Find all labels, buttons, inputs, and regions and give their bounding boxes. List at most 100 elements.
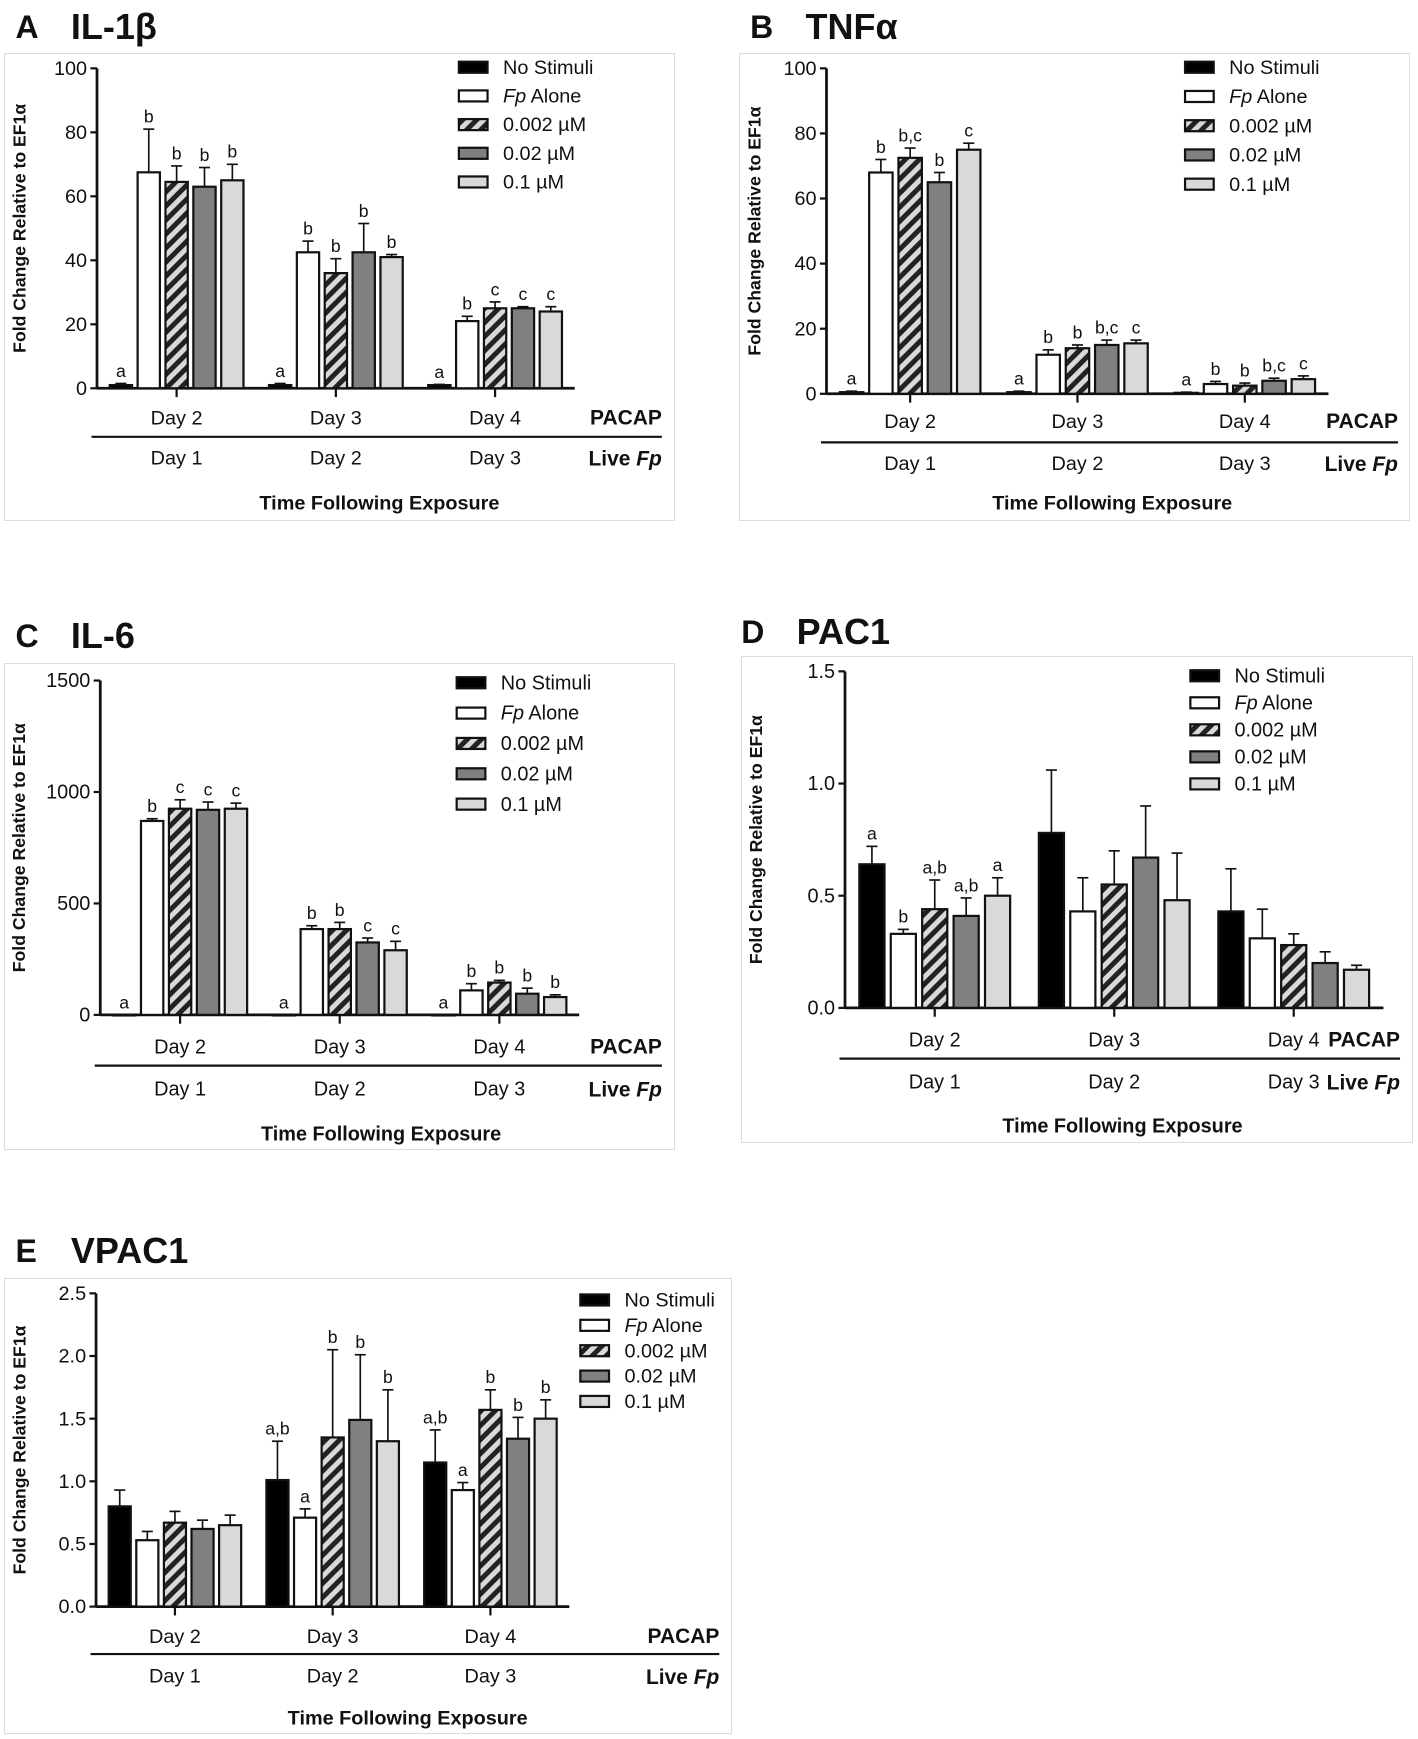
chart-C: 0 500 1000 1500 Fold Change Relative to EF1α… [4, 662, 675, 1151]
bar-pacap-002 [1261, 379, 1287, 396]
bar-pacap-0002 [324, 272, 349, 390]
y-tick-label: 0.0 [808, 997, 836, 1019]
y-tick-label: 1.0 [808, 773, 836, 795]
bar-no-stimuli [427, 384, 453, 390]
significance-label: b [144, 107, 154, 127]
significance-label: a [1014, 369, 1024, 389]
bar-fp-alone [293, 1516, 318, 1608]
legend-label: 0.02 µM [625, 1365, 697, 1387]
bar-pacap-002 [1093, 344, 1120, 396]
bar-pacap-002 [1311, 961, 1340, 1009]
legend-label: 0.02 µM [1229, 145, 1301, 167]
significance-label: a [279, 992, 289, 1012]
significance-label: b [304, 219, 314, 239]
bar-fp-alone [889, 932, 918, 1009]
bar-fp-alone [1069, 910, 1097, 1009]
bar-pacap-002 [506, 1437, 531, 1608]
chart-title: IL-1β [70, 5, 157, 47]
legend-swatch-pacap-002 [458, 146, 490, 161]
live-fp-row-label: Live Fp [646, 1665, 720, 1688]
significance-label: b [523, 965, 533, 985]
significance-label: c [491, 279, 500, 299]
significance-label: b [495, 957, 505, 977]
y-tick-label: 1.5 [59, 1408, 87, 1430]
legend-swatch-pacap-0002 [1183, 119, 1215, 133]
pacap-day-label: Day 3 [1089, 1029, 1141, 1051]
significance-label: b [551, 972, 561, 992]
pacap-day-label: Day 4 [1268, 1029, 1320, 1051]
significance-label: b [467, 961, 477, 981]
y-tick-label: 1000 [47, 781, 91, 803]
significance-label: a [301, 1486, 311, 1506]
y-tick-label: 20 [795, 318, 817, 340]
bar-no-stimuli [1006, 391, 1032, 396]
significance-label: a [1181, 370, 1191, 390]
significance-label: a [458, 1459, 468, 1479]
live-fp-day-label: Day 1 [155, 1078, 207, 1100]
bar-pacap-0002 [1100, 883, 1129, 1009]
significance-label: b [328, 1327, 338, 1347]
bar-pacap-002 [348, 1418, 373, 1608]
live-fp-day-label: Day 2 [307, 1665, 359, 1687]
panel-letter: E [15, 1233, 37, 1270]
significance-label: b [1043, 327, 1053, 347]
bar-no-stimuli [1037, 831, 1066, 1009]
bar-pacap-01 [376, 1439, 401, 1608]
bar-pacap-01 [224, 807, 249, 1016]
legend-label: Fp Alone [1235, 692, 1313, 714]
legend-label: No Stimuli [1235, 665, 1325, 687]
bar-pacap-002 [1132, 856, 1160, 1009]
significance-label: b [228, 142, 238, 162]
x-axis-label: Time Following Exposure [261, 1123, 501, 1145]
chart-A: 0 20 40 60 80 100 Fold Change Relative to EF1α… [4, 53, 675, 521]
bar-fp-alone [136, 171, 162, 390]
significance-label: b,c [898, 126, 922, 146]
live-fp-day-label: Day 1 [149, 1665, 201, 1687]
live-fp-day-label: Day 2 [1052, 453, 1104, 475]
bar-pacap-002 [190, 1527, 216, 1608]
y-tick-label: 0.5 [808, 885, 836, 907]
bar-no-stimuli [431, 1013, 457, 1017]
pacap-day-label: Day 3 [314, 1036, 366, 1058]
y-tick-label: 100 [54, 58, 87, 80]
y-tick-label: 80 [65, 122, 87, 144]
bar-pacap-0002 [327, 927, 353, 1016]
live-fp-day-label: Day 3 [470, 448, 522, 470]
legend-swatch-no-stimuli [455, 675, 487, 689]
bar-pacap-01 [1163, 899, 1191, 1009]
legend-label: 0.02 µM [501, 763, 573, 785]
legend-label: 0.02 µM [503, 143, 575, 165]
y-tick-label: 80 [795, 123, 817, 145]
live-fp-row-label: Live Fp [1325, 453, 1399, 476]
y-tick-label: 0 [76, 378, 87, 400]
bar-no-stimuli [109, 384, 134, 390]
significance-label: b [335, 899, 345, 919]
legend-label: No Stimuli [503, 57, 593, 79]
pacap-row-label: PACAP [590, 407, 662, 430]
legend-label: Fp Alone [625, 1314, 703, 1336]
bar-pacap-0002 [320, 1435, 346, 1608]
bar-no-stimuli [423, 1460, 448, 1608]
legend-label: 0.1 µM [501, 793, 562, 815]
significance-label: c [964, 121, 973, 141]
y-axis-label: Fold Change Relative to EF1α [10, 104, 30, 353]
significance-label: c [204, 779, 213, 799]
significance-label: a [116, 361, 126, 381]
bar-pacap-0002 [478, 1408, 503, 1608]
significance-label: b [1211, 359, 1221, 379]
panel-letter: B [750, 8, 774, 45]
bar-pacap-002 [511, 307, 536, 390]
bar-no-stimuli [838, 391, 865, 396]
significance-label: b [200, 145, 210, 165]
significance-label: c [364, 915, 373, 935]
y-tick-label: 0 [80, 1004, 91, 1026]
y-tick-label: 0.0 [59, 1596, 87, 1618]
legend-swatch-pacap-0002 [1189, 723, 1221, 737]
bar-pacap-01 [1343, 968, 1371, 1009]
legend-label: No Stimuli [501, 672, 592, 694]
bar-pacap-002 [192, 185, 218, 390]
bar-fp-alone [299, 927, 325, 1016]
significance-label: b,c [1262, 356, 1286, 376]
live-fp-row-label: Live Fp [589, 448, 663, 471]
significance-label: b [387, 232, 397, 252]
